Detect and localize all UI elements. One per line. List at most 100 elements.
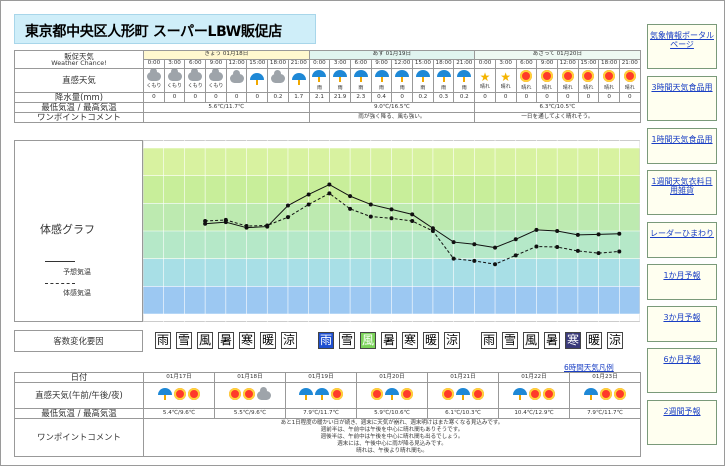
sun-icon <box>543 388 555 401</box>
factor-2: 風 <box>523 332 539 349</box>
weekly-comment-line: 晴れは、午後より晴れ間も。 <box>356 448 428 455</box>
hourly-weather-cell: 雨 <box>329 68 351 93</box>
series-point-0 <box>493 245 498 250</box>
time-cell: 21:00 <box>618 59 641 69</box>
sidebar-link-2[interactable]: 1時間天気食品用 <box>647 128 717 164</box>
weekly-date-cell: 01月18日 <box>214 372 286 383</box>
sun-icon <box>561 70 574 83</box>
weather-text: くもり <box>208 83 224 90</box>
weather-text: 晴れ <box>604 84 615 91</box>
precip-cell: 0 <box>536 92 558 103</box>
weather-text: 晴れ <box>624 84 635 91</box>
factor-6: 涼 <box>444 332 460 349</box>
sun-icon <box>623 70 636 83</box>
series-point-1 <box>596 251 601 256</box>
series-point-1 <box>203 219 208 224</box>
sidebar-link-0[interactable]: 気象情報ポータルページ <box>647 24 717 69</box>
factor-3: 暑 <box>218 332 234 349</box>
sidebar-link-5[interactable]: 1か月予報 <box>647 264 717 300</box>
series-point-1 <box>513 253 518 258</box>
comment-tomorrow: 雨が強く降る、風も強い。 <box>308 112 476 123</box>
series-point-0 <box>203 221 208 226</box>
weather-text: くもり <box>146 83 162 90</box>
legend-line-forecast <box>45 261 75 262</box>
factor-6: 涼 <box>607 332 623 349</box>
weather-text: 雨 <box>316 84 322 91</box>
precip-cell: 0 <box>184 92 207 103</box>
hourly-weather-cell: 雨 <box>453 68 476 93</box>
sidebar-link-1[interactable]: 3時間天気食品用 <box>647 76 717 121</box>
weekly-date-cell: 01月23日 <box>569 372 641 383</box>
legend-forecast-label: 予想気温 <box>63 268 91 276</box>
weather-text: くもり <box>187 83 203 90</box>
weekly-weather-label: 直感天気(午前/午後/夜) <box>14 382 144 409</box>
cloud-icon <box>257 387 271 401</box>
weekly-comment-line: 週前半は、午前中は午後を中心に晴れ間もありそうです。 <box>320 426 464 433</box>
hourly-weather-cell <box>267 68 289 93</box>
umbrella-icon <box>158 388 172 401</box>
day-header-tomorrow: あす 01月19日 <box>308 50 476 60</box>
sidebar-link-7[interactable]: 6か月予報 <box>647 348 717 393</box>
hourly-weather-cell: 晴れ <box>618 68 641 93</box>
legend-line-feel <box>45 283 75 284</box>
factor-5: 暖 <box>423 332 439 349</box>
hourly-weather-cell: 晴れ <box>598 68 620 93</box>
weather-chance-label: 販促天気 Weather Chance! <box>14 50 144 69</box>
hourly-weather-cell <box>246 68 269 93</box>
chart-title: 体感グラフ <box>40 223 95 236</box>
time-cell: 18:00 <box>432 59 455 69</box>
series-point-1 <box>265 223 270 228</box>
sun-icon <box>600 388 612 401</box>
factor-2: 風 <box>197 332 213 349</box>
sidebar-link-8[interactable]: 2週間予報 <box>647 400 717 445</box>
weather-legend-link[interactable]: 6時間天気凡例 <box>564 363 614 372</box>
factor-3: 暑 <box>544 332 560 349</box>
weekly-weather-cell <box>498 382 570 409</box>
precip-cell: 2.1 <box>308 92 331 103</box>
weekly-comment-line: あと1日程度の暖かい日が続き、週末に天気が崩れ、週末明けはまた寒くなる見込みです… <box>280 419 504 426</box>
time-cell: 12:00 <box>225 59 248 69</box>
hourly-forecast-table: 販促天気 Weather Chance! きょう 01月18日 あす 01月19… <box>14 50 641 123</box>
weather-text: 晴れ <box>521 84 532 91</box>
comment-today <box>143 112 310 123</box>
umbrella-icon <box>456 388 470 401</box>
sidebar-link-3[interactable]: 1週間天気衣料日用雑貨 <box>647 170 717 215</box>
weather-text: 雨 <box>441 84 447 91</box>
factor-3: 暑 <box>381 332 397 349</box>
hourly-weather-cell: くもり <box>205 68 227 93</box>
weekly-date-label: 日付 <box>14 372 144 383</box>
precip-cell: 0 <box>225 92 248 103</box>
precip-cell: 0 <box>474 92 496 103</box>
precip-cell: 0 <box>515 92 538 103</box>
series-point-1 <box>244 224 249 229</box>
series-point-0 <box>617 231 622 236</box>
factor-1: 雪 <box>339 332 355 349</box>
sidebar-link-6[interactable]: 3か月予報 <box>647 306 717 342</box>
series-point-0 <box>555 229 560 233</box>
weekly-date-cell: 01月19日 <box>285 372 357 383</box>
factors-row: 雨雪風暑寒暖涼雨雪風暑寒暖涼雨雪風暑寒暖涼 <box>143 330 640 352</box>
sidebar-link-4[interactable]: レーダーひまわり <box>647 222 717 258</box>
hourly-weather-cell: 雨 <box>412 68 434 93</box>
time-cell: 6:00 <box>515 59 538 69</box>
factor-5: 暖 <box>260 332 276 349</box>
sun-icon <box>614 388 626 401</box>
weekly-temps-cell: 7.9℃/11.7℃ <box>285 408 357 419</box>
umbrella-icon <box>299 388 313 401</box>
time-cell: 9:00 <box>536 59 558 69</box>
factor-1: 雪 <box>502 332 518 349</box>
sun-icon <box>582 70 595 83</box>
factor-0: 雨 <box>155 332 171 349</box>
umbrella-icon <box>584 388 598 401</box>
time-cell: 18:00 <box>267 59 289 69</box>
weather-text: 雨 <box>399 84 405 91</box>
main-panel: 東京都中央区人形町 スーパーLBW販促店 販促天気 Weather Chance… <box>6 8 641 463</box>
precip-cell: 0 <box>618 92 641 103</box>
precip-cell: 0.4 <box>370 92 393 103</box>
sun-icon <box>603 70 616 83</box>
precip-cell: 0.2 <box>412 92 434 103</box>
umbrella-icon <box>395 70 410 83</box>
umbrella-icon <box>250 72 265 85</box>
time-cell: 3:00 <box>329 59 351 69</box>
weather-text: 晴れ <box>479 83 490 90</box>
